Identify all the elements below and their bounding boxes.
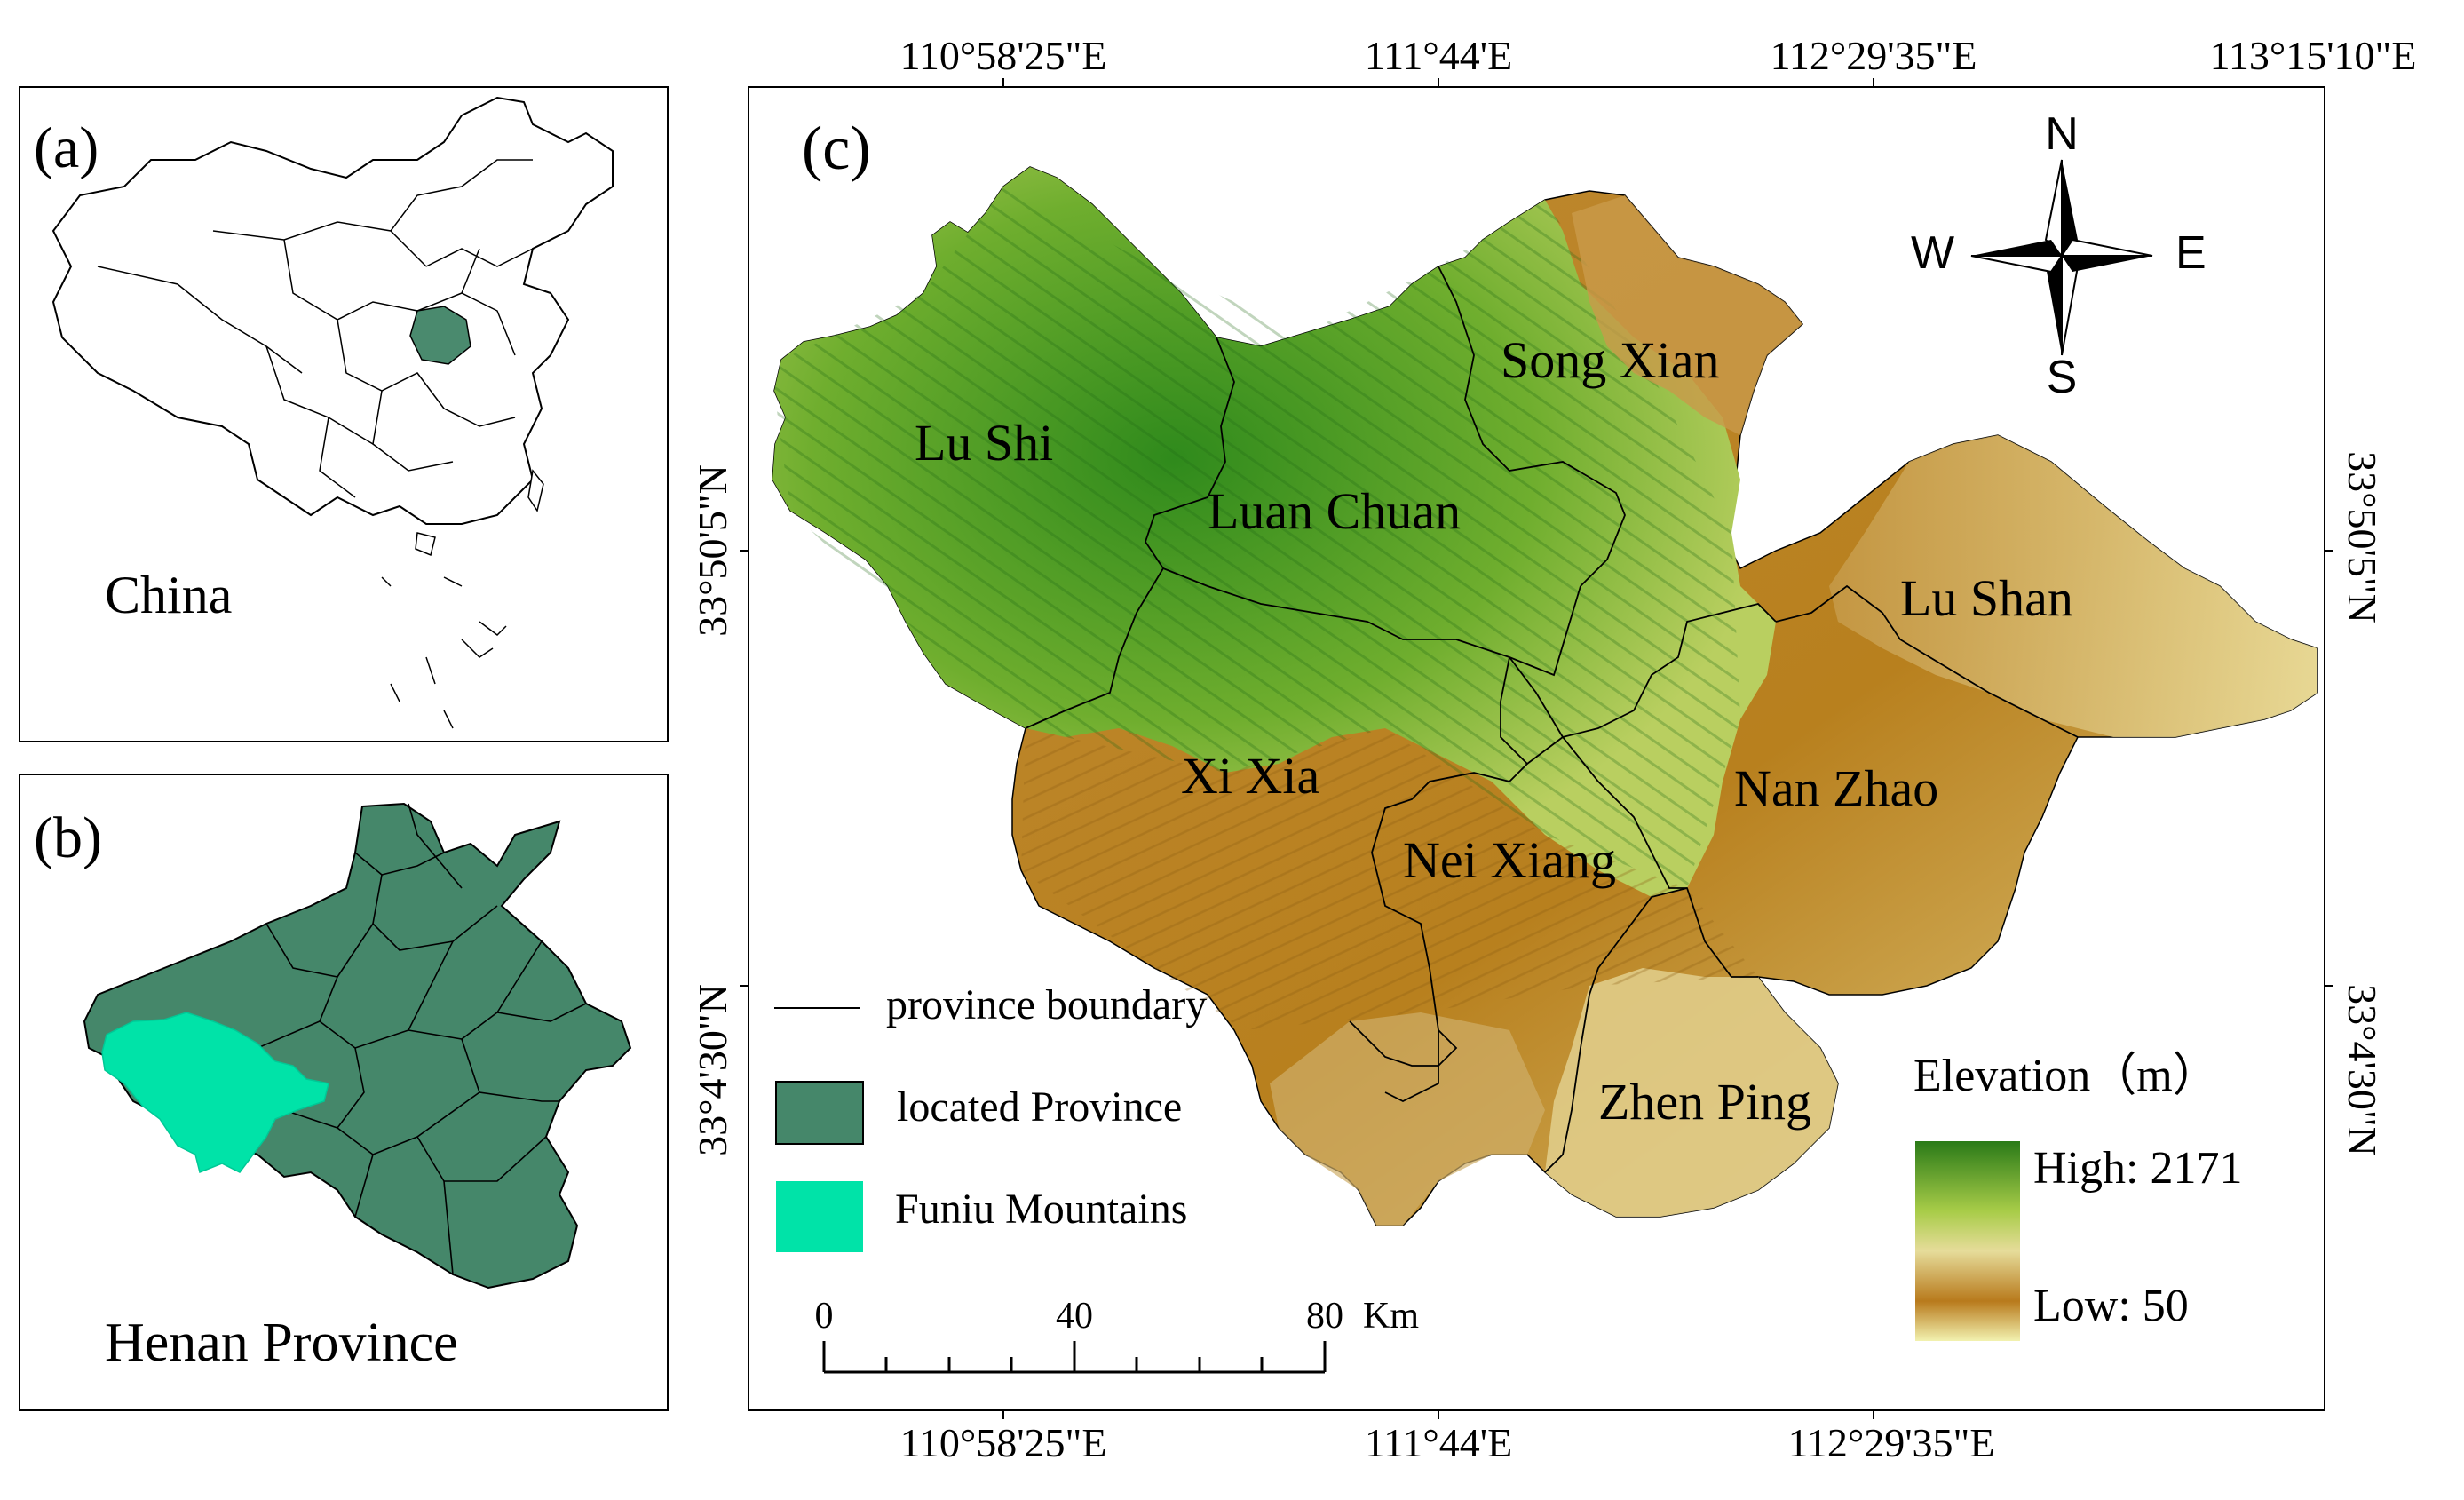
scale-bar: 0 40 80 Km [815,1296,1419,1374]
scale-unit: Km [1363,1296,1419,1337]
county-nan-zhao: Nan Zhao [1734,759,1938,817]
henan-highlight [409,306,471,365]
boundary-xixia-south [1349,1020,1458,1067]
coord-right-1: 33°50'5"N [2340,451,2385,623]
coord-bottom-2: 111°44'E [1365,1420,1512,1465]
panel-b-caption: Henan Province [105,1313,458,1373]
funiu-mountains-region [101,1012,329,1174]
boundary-lushi-luanchuan [1145,337,1235,569]
panel-b: (b) Henan Province [19,774,669,1411]
legend: province boundary located Province Funiu… [774,981,1207,1252]
county-luan-chuan: Luan Chuan [1208,482,1461,540]
coord-top-2: 111°44'E [1365,33,1512,78]
scale-tick-0: 0 [815,1296,834,1337]
boundary-luanchuan-songxian [1438,266,1626,587]
coord-bottom-3: 112°29'35"E [1788,1420,1995,1465]
coord-top-3: 112°29'35"E [1771,33,1977,78]
panel-c: (c) Lu Shi Luan Chuan Song Xian Lu Shan … [748,86,2325,1411]
china-outline [51,96,614,525]
legend-located-label: located Province [897,1083,1182,1131]
henan-province [83,802,632,1290]
boundary-neixiang-zhenping [1562,736,1758,978]
compass-s: S [2047,352,2078,403]
scale-tick-80: 80 [1306,1296,1343,1337]
elevation-color-ramp [1915,1141,2020,1341]
panel-a: (a) China [19,86,669,742]
panel-b-label: (b) [34,806,102,870]
boundary-luanchuan-south [1162,567,1581,677]
county-nei-xiang: Nei Xiang [1403,831,1616,889]
scale-tick-40: 40 [1056,1296,1093,1337]
boundary-zhenping-west [1544,887,1688,1173]
county-lu-shan: Lu Shan [1900,569,2073,627]
boundary-luanchuan-neixiang-mid [1509,656,1564,738]
panel-a-label: (a) [34,115,99,180]
boundary-xixia-neixiang [1371,656,1529,1103]
compass-w: W [1911,227,1954,279]
legend-boundary-label: province boundary [886,981,1207,1028]
county-zhen-ping: Zhen Ping [1598,1073,1811,1131]
boundary-neixiang-nanzhao [1526,603,1777,765]
elevation-high: High: 2171 [2033,1143,2242,1194]
elevation-legend: Elevation（m） High: 2171 Low: 50 [1913,1051,2242,1341]
coord-bottom-1: 110°58'25"E [900,1420,1107,1465]
elevation-title: Elevation（m） [1913,1051,2219,1101]
coord-right-2: 33°4'30"N [2340,984,2385,1156]
coord-left-1: 33°50'5"N [690,464,735,637]
county-xi-xia: Xi Xia [1181,747,1319,805]
legend-located-swatch [775,1081,864,1145]
compass-e: E [2175,227,2207,279]
panel-c-label: (c) [802,115,871,183]
coord-left-2: 33°4'30"N [690,984,735,1156]
legend-funiu-swatch [776,1181,863,1252]
compass-n: N [2045,108,2079,160]
county-lu-shi: Lu Shi [915,414,1053,472]
elevation-low: Low: 50 [2033,1281,2189,1331]
coord-top-1: 110°58'25"E [900,33,1107,78]
boundary-lushi-xixia [1025,567,1164,729]
compass-rose-icon: N S E W [1911,108,2207,403]
county-song-xian: Song Xian [1501,331,1720,389]
legend-funiu-label: Funiu Mountains [895,1186,1187,1233]
coord-top-4: 113°15'10"E [2210,33,2417,78]
panel-a-caption: China [105,566,232,624]
boundary-songxian-lushan [1775,584,2079,738]
